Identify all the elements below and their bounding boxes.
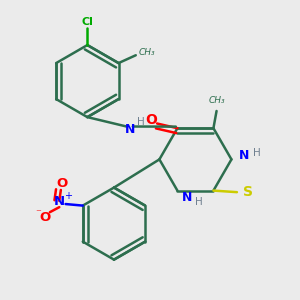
Text: H: H	[195, 197, 203, 208]
Text: S: S	[243, 185, 253, 199]
Text: Cl: Cl	[81, 17, 93, 27]
Text: CH₃: CH₃	[208, 96, 225, 105]
Text: O: O	[57, 176, 68, 190]
Text: O: O	[39, 211, 50, 224]
Text: ⁻: ⁻	[35, 208, 41, 218]
Text: +: +	[64, 191, 72, 201]
Text: N: N	[124, 123, 135, 136]
Text: CH₃: CH₃	[139, 48, 155, 57]
Text: H: H	[137, 117, 145, 127]
Text: H: H	[253, 148, 260, 158]
Text: N: N	[54, 195, 65, 208]
Text: O: O	[145, 113, 157, 127]
Text: N: N	[182, 191, 193, 204]
Text: N: N	[239, 149, 250, 162]
